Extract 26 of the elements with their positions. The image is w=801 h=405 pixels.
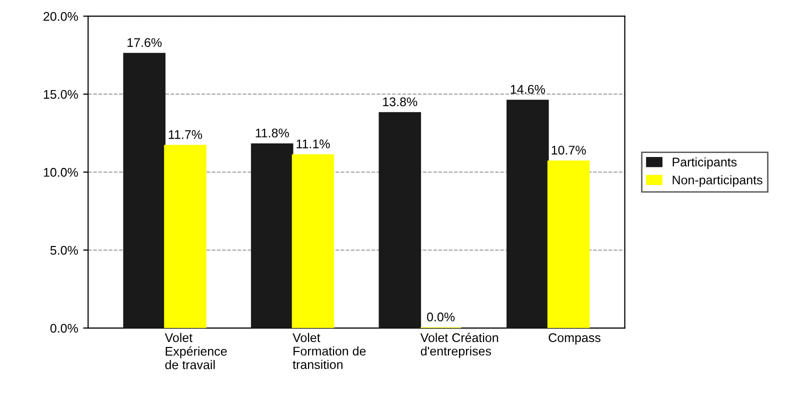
bar — [378, 112, 422, 328]
legend-label: Participants — [672, 157, 737, 169]
data-label: 11.8% — [256, 128, 289, 138]
bar — [292, 154, 334, 328]
bar — [250, 143, 294, 328]
x-tick-label: Compass — [548, 333, 600, 345]
data-label: 14.6% — [510, 84, 545, 94]
y-tick-label: 20.0% — [44, 12, 78, 21]
data-label: 10.7% — [552, 146, 586, 155]
y-tick-label: 0.0% — [50, 324, 78, 333]
y-tick-label: 5.0% — [50, 246, 78, 255]
data-label: 11.7% — [168, 130, 202, 139]
data-label: 11.1% — [296, 140, 330, 148]
bar — [164, 144, 206, 328]
bar — [123, 52, 166, 328]
data-label: 13.8% — [383, 97, 418, 106]
bar — [506, 100, 549, 328]
data-label: 17.6% — [128, 38, 162, 47]
legend-label: Non-participants — [672, 175, 762, 187]
x-tick-label: Volet Expérience de travail — [164, 332, 227, 370]
y-tick-label: 10.0% — [44, 168, 78, 177]
bar — [547, 160, 590, 328]
y-tick-label: 15.0% — [44, 90, 78, 99]
x-tick-label: Volet Formation de transition — [292, 332, 366, 370]
data-label: 0.0% — [427, 312, 455, 322]
x-tick-label: Volet Création d'entreprises — [420, 332, 498, 358]
